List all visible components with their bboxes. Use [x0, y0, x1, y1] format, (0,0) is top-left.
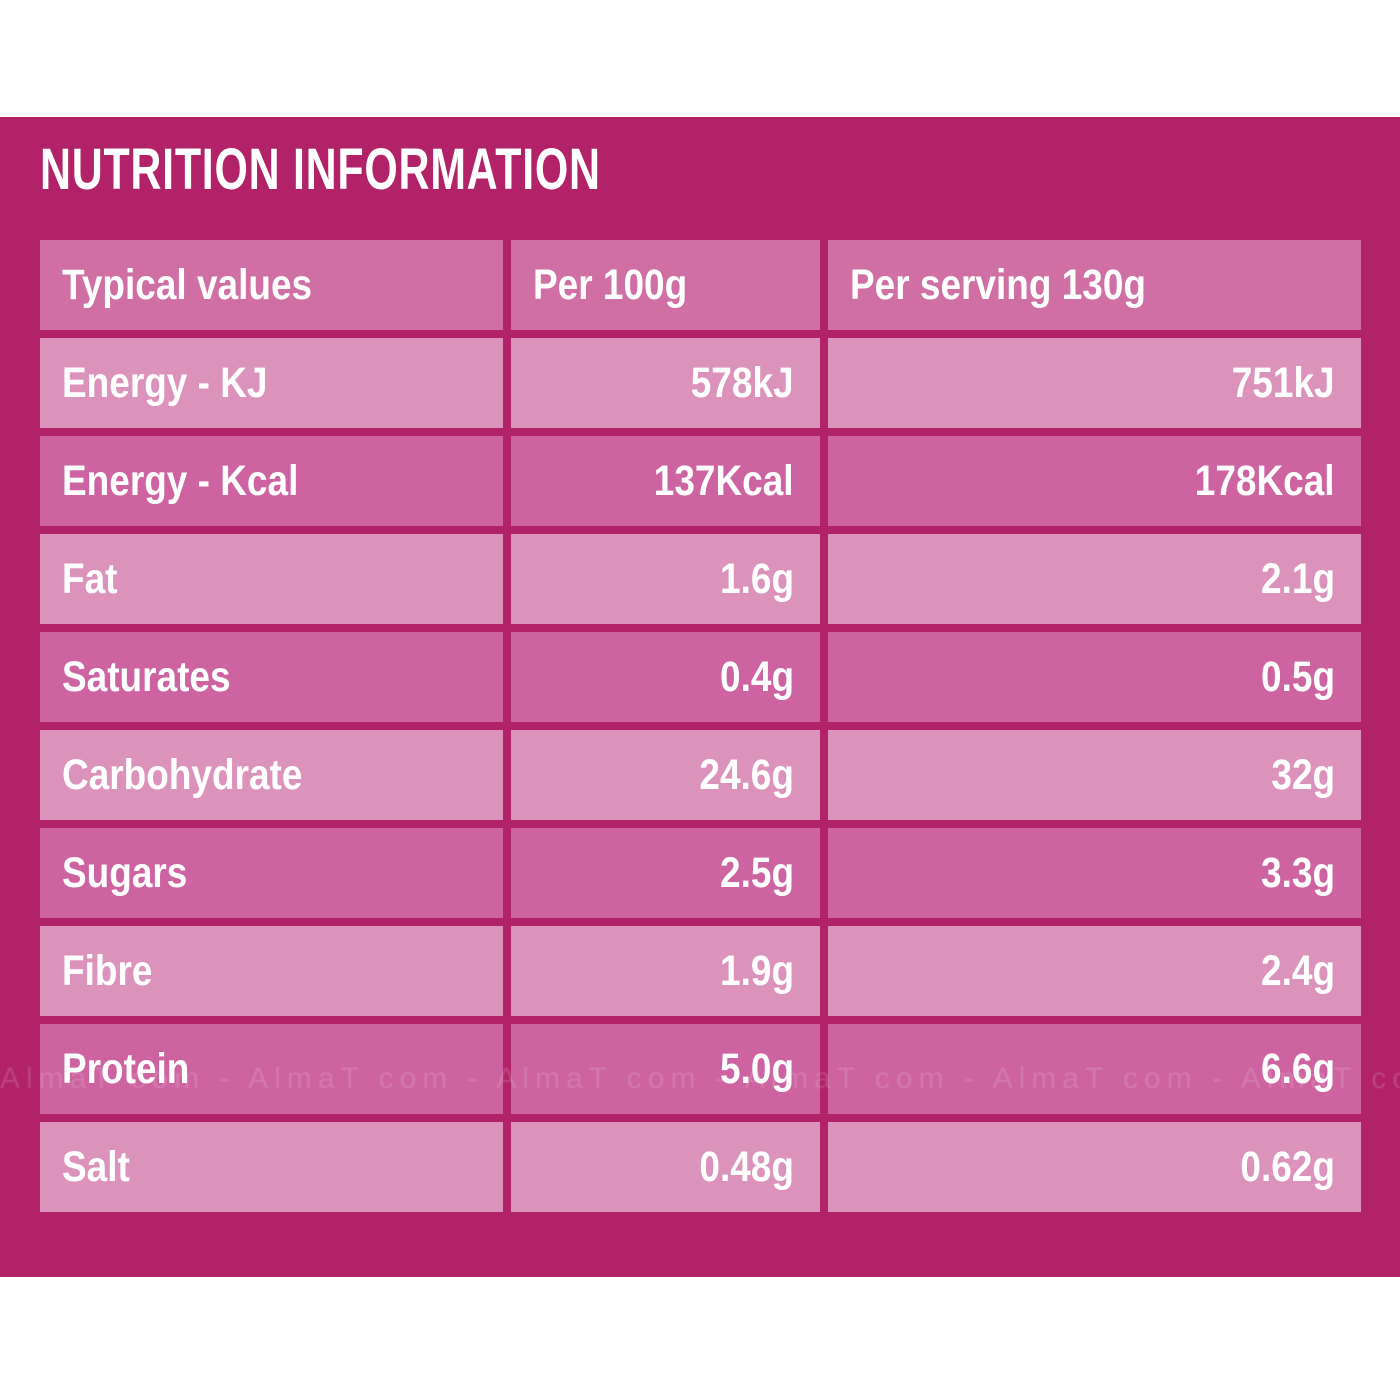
row-label-energy-kj: Energy - KJ	[40, 338, 503, 428]
value-protein-per-serving: 6.6g	[828, 1024, 1361, 1114]
row-label-text: Saturates	[62, 652, 231, 701]
value-energy-kcal-per-serving: 178Kcal	[828, 436, 1361, 526]
value-text: 2.1g	[1260, 554, 1335, 603]
row-label-sugars: Sugars	[40, 828, 503, 918]
header-label: Per 100g	[533, 260, 688, 309]
header-label: Per serving 130g	[850, 260, 1147, 309]
row-label-fibre: Fibre	[40, 926, 503, 1016]
value-text: 578kJ	[691, 358, 794, 407]
value-text: 24.6g	[699, 750, 794, 799]
value-text: 3.3g	[1260, 848, 1335, 897]
value-fibre-per-serving: 2.4g	[828, 926, 1361, 1016]
value-text: 0.5g	[1260, 652, 1335, 701]
value-text: 0.62g	[1240, 1142, 1335, 1191]
header-cell-per-100g: Per 100g	[511, 240, 820, 330]
value-energy-kj-per-100g: 578kJ	[511, 338, 820, 428]
nutrition-table: Typical values Per 100g Per serving 130g…	[40, 240, 1361, 1212]
row-label-saturates: Saturates	[40, 632, 503, 722]
row-label-text: Carbohydrate	[62, 750, 303, 799]
value-text: 0.48g	[699, 1142, 794, 1191]
value-text: 0.4g	[719, 652, 794, 701]
value-sugars-per-100g: 2.5g	[511, 828, 820, 918]
page-title: NUTRITION INFORMATION	[40, 137, 601, 202]
value-text: 2.5g	[719, 848, 794, 897]
value-fat-per-serving: 2.1g	[828, 534, 1361, 624]
value-text: 32g	[1271, 750, 1335, 799]
row-label-text: Energy - KJ	[62, 358, 268, 407]
row-label-text: Sugars	[62, 848, 188, 897]
value-energy-kj-per-serving: 751kJ	[828, 338, 1361, 428]
value-salt-per-100g: 0.48g	[511, 1122, 820, 1212]
value-saturates-per-100g: 0.4g	[511, 632, 820, 722]
value-carbohydrate-per-100g: 24.6g	[511, 730, 820, 820]
value-text: 2.4g	[1260, 946, 1335, 995]
row-label-text: Fibre	[62, 946, 153, 995]
row-label-energy-kcal: Energy - Kcal	[40, 436, 503, 526]
value-text: 1.9g	[719, 946, 794, 995]
header-cell-per-serving: Per serving 130g	[828, 240, 1361, 330]
value-text: 178Kcal	[1195, 456, 1335, 505]
value-saturates-per-serving: 0.5g	[828, 632, 1361, 722]
value-carbohydrate-per-serving: 32g	[828, 730, 1361, 820]
header-cell-typical-values: Typical values	[40, 240, 503, 330]
value-text: 751kJ	[1232, 358, 1335, 407]
value-sugars-per-serving: 3.3g	[828, 828, 1361, 918]
value-salt-per-serving: 0.62g	[828, 1122, 1361, 1212]
value-text: 1.6g	[719, 554, 794, 603]
header-label: Typical values	[62, 260, 313, 309]
value-text: 137Kcal	[654, 456, 794, 505]
row-label-carbohydrate: Carbohydrate	[40, 730, 503, 820]
row-label-protein: Protein	[40, 1024, 503, 1114]
value-fat-per-100g: 1.6g	[511, 534, 820, 624]
row-label-fat: Fat	[40, 534, 503, 624]
value-fibre-per-100g: 1.9g	[511, 926, 820, 1016]
row-label-text: Energy - Kcal	[62, 456, 299, 505]
value-protein-per-100g: 5.0g	[511, 1024, 820, 1114]
row-label-text: Protein	[62, 1044, 190, 1093]
value-text: 5.0g	[719, 1044, 794, 1093]
row-label-salt: Salt	[40, 1122, 503, 1212]
value-text: 6.6g	[1260, 1044, 1335, 1093]
row-label-text: Salt	[62, 1142, 130, 1191]
row-label-text: Fat	[62, 554, 118, 603]
value-energy-kcal-per-100g: 137Kcal	[511, 436, 820, 526]
